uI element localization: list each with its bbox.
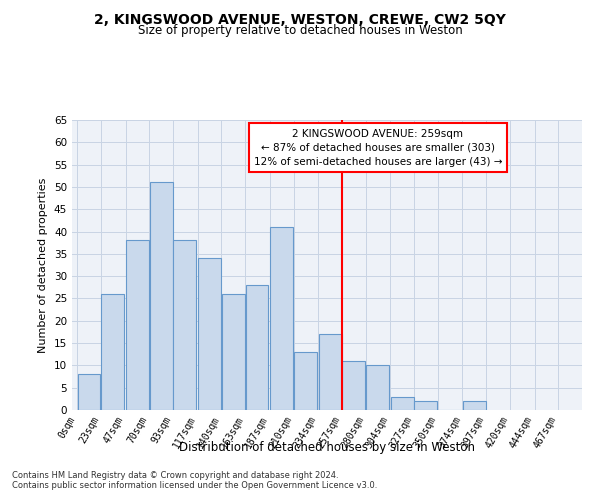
Bar [149,182,173,410]
Text: Distribution of detached houses by size in Weston: Distribution of detached houses by size … [179,441,475,454]
Bar [366,366,389,410]
Text: Contains public sector information licensed under the Open Government Licence v3: Contains public sector information licen… [12,480,377,490]
Bar [391,396,413,410]
Text: Contains HM Land Registry data © Crown copyright and database right 2024.: Contains HM Land Registry data © Crown c… [12,470,338,480]
Bar [126,240,149,410]
Text: 2 KINGSWOOD AVENUE: 259sqm
← 87% of detached houses are smaller (303)
12% of sem: 2 KINGSWOOD AVENUE: 259sqm ← 87% of deta… [254,128,502,166]
Bar [173,240,196,410]
Bar [463,401,486,410]
Bar [343,361,365,410]
Bar [245,285,268,410]
Bar [101,294,124,410]
Y-axis label: Number of detached properties: Number of detached properties [38,178,49,352]
Bar [294,352,317,410]
Text: Size of property relative to detached houses in Weston: Size of property relative to detached ho… [137,24,463,37]
Bar [415,401,437,410]
Bar [198,258,221,410]
Bar [270,227,293,410]
Bar [319,334,341,410]
Bar [77,374,100,410]
Bar [222,294,245,410]
Text: 2, KINGSWOOD AVENUE, WESTON, CREWE, CW2 5QY: 2, KINGSWOOD AVENUE, WESTON, CREWE, CW2 … [94,12,506,26]
